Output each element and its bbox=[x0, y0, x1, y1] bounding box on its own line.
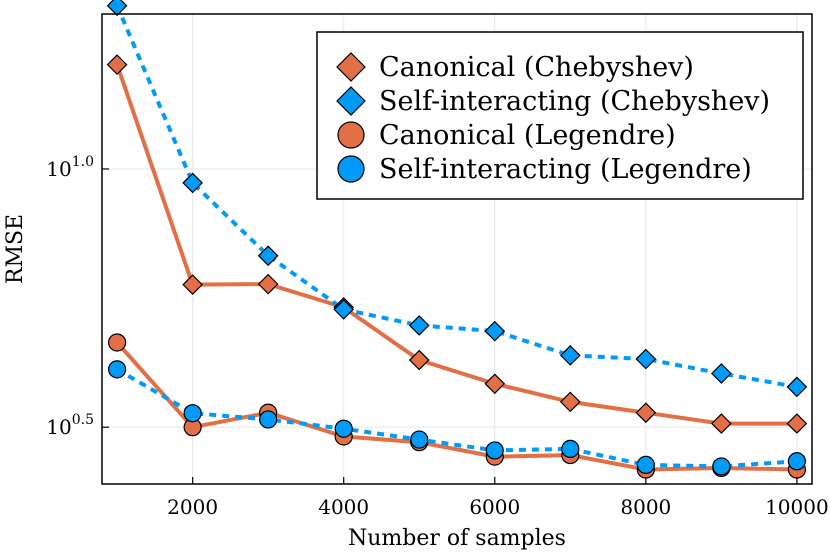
data-point-self-interacting-legendre bbox=[108, 360, 127, 379]
data-point-self-interacting-legendre bbox=[561, 439, 580, 458]
series-lines bbox=[115, 4, 798, 472]
series-line-canonical-legendre bbox=[115, 341, 797, 472]
data-point-self-interacting-legendre bbox=[334, 419, 353, 438]
data-point-canonical-chebyshev bbox=[635, 402, 657, 424]
data-point-canonical-chebyshev bbox=[559, 391, 581, 413]
data-point-self-interacting-chebyshev bbox=[635, 348, 657, 370]
data-point-self-interacting-chebyshev bbox=[786, 376, 808, 398]
x-tick-label: 10000 bbox=[765, 495, 829, 519]
x-tick-label: 2000 bbox=[167, 495, 218, 519]
data-point-self-interacting-chebyshev bbox=[106, 0, 128, 17]
data-point-self-interacting-chebyshev bbox=[333, 299, 355, 320]
data-point-canonical-chebyshev bbox=[257, 273, 279, 295]
data-point-self-interacting-chebyshev bbox=[257, 245, 279, 267]
data-point-canonical-chebyshev bbox=[484, 373, 506, 395]
legend-marker bbox=[337, 121, 365, 149]
data-point-self-interacting-legendre bbox=[712, 457, 731, 476]
series-markers bbox=[106, 0, 808, 479]
data-point-self-interacting-legendre bbox=[410, 430, 429, 449]
y-tick-label: 101.0 bbox=[46, 154, 94, 181]
x-tick-label: 4000 bbox=[318, 495, 369, 519]
data-point-self-interacting-chebyshev bbox=[182, 172, 203, 194]
data-point-canonical-legendre bbox=[108, 333, 127, 352]
x-axis-label: Number of samples bbox=[348, 526, 566, 551]
legend-marker bbox=[337, 155, 365, 183]
legend-box bbox=[316, 31, 804, 200]
data-point-self-interacting-chebyshev bbox=[484, 320, 506, 342]
series-line-self-interacting-legendre bbox=[116, 367, 798, 469]
y-tick-label: 100.5 bbox=[46, 412, 94, 439]
data-point-self-interacting-legendre bbox=[636, 455, 655, 474]
data-point-self-interacting-legendre bbox=[183, 404, 202, 423]
data-point-canonical-chebyshev bbox=[408, 349, 430, 371]
data-point-canonical-chebyshev bbox=[182, 274, 203, 295]
legend-marker bbox=[336, 52, 366, 82]
data-point-canonical-chebyshev bbox=[106, 54, 128, 75]
data-point-self-interacting-legendre bbox=[485, 441, 504, 460]
legend: Canonical (Chebyshev)Self-interacting (C… bbox=[316, 31, 804, 200]
series-line-canonical-chebyshev bbox=[115, 63, 797, 426]
axis-ticks: 2000 4000 6000 8000 10000 100.5 101.0 bbox=[46, 154, 828, 519]
x-tick-label: 6000 bbox=[469, 495, 520, 519]
plot-frame bbox=[101, 13, 813, 485]
data-point-canonical-chebyshev bbox=[786, 413, 808, 434]
legend-label: Canonical (Legendre) bbox=[379, 120, 676, 151]
data-point-self-interacting-chebyshev bbox=[408, 315, 430, 336]
legend-marker bbox=[336, 86, 366, 116]
x-tick-label: 8000 bbox=[620, 495, 671, 519]
data-point-self-interacting-chebyshev bbox=[711, 363, 732, 384]
data-point-self-interacting-legendre bbox=[259, 410, 278, 429]
data-point-self-interacting-legendre bbox=[787, 452, 806, 471]
y-axis-label: RMSE bbox=[3, 214, 28, 284]
legend-label: Canonical (Chebyshev) bbox=[379, 52, 694, 83]
data-point-self-interacting-chebyshev bbox=[559, 345, 581, 366]
legend-label: Self-interacting (Legendre) bbox=[379, 154, 752, 185]
legend-label: Self-interacting (Chebyshev) bbox=[379, 86, 770, 117]
data-point-canonical-chebyshev bbox=[711, 413, 732, 434]
